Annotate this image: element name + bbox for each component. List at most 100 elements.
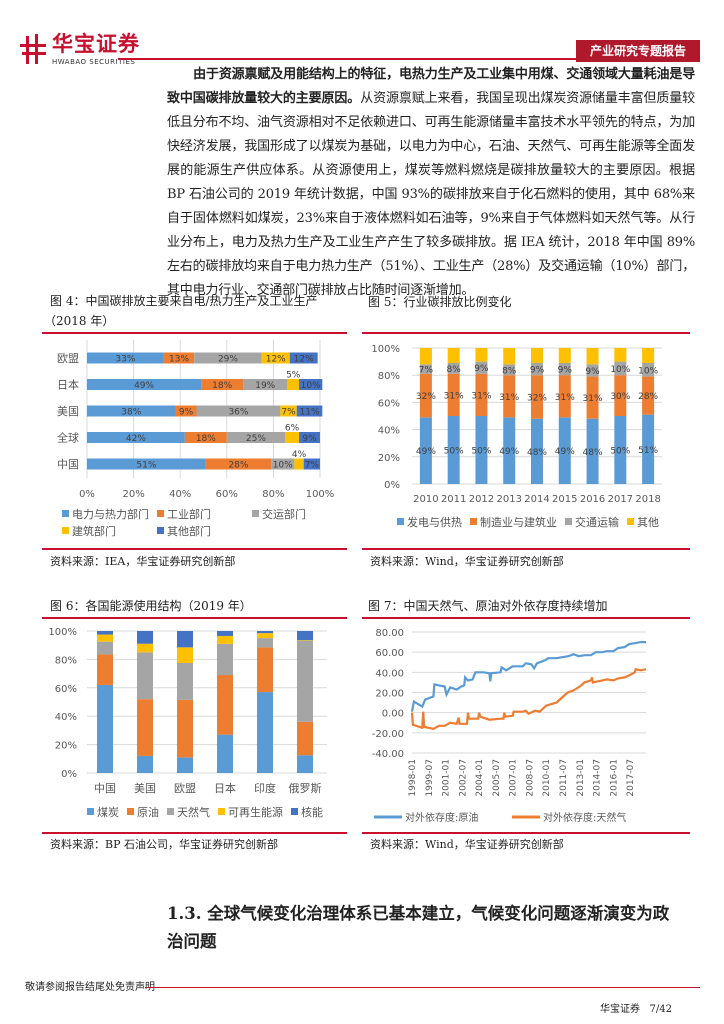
x-tick-label: 2010 <box>413 494 438 505</box>
bar-segment <box>419 348 432 365</box>
legend-swatch <box>470 518 477 525</box>
data-label: 8% <box>502 366 517 376</box>
x-tick-label: 2014 <box>524 494 549 505</box>
bar-segment <box>177 662 193 700</box>
data-label: 49% <box>555 447 575 457</box>
legend-label: 电力与热力部门 <box>72 507 149 521</box>
bar-segment <box>419 373 432 418</box>
data-label: 10% <box>301 381 321 391</box>
y-tick-label: 40% <box>55 712 77 723</box>
bar-segment <box>531 418 543 484</box>
y-tick-label: 60% <box>55 684 77 695</box>
x-tick-label: 中国 <box>94 782 116 795</box>
data-label: 9% <box>179 408 194 418</box>
bar-segment <box>280 405 297 417</box>
legend-swatch <box>291 808 298 815</box>
legend-swatch <box>167 808 174 815</box>
bar-segment <box>297 640 313 722</box>
data-label: 48% <box>583 448 603 458</box>
fig4-title-line1: 图 4：中国碳排放主要来自电/热力生产及工业生产 <box>50 294 318 308</box>
x-tick-label: 100% <box>306 489 335 500</box>
fig4-title-line2: （2018 年） <box>44 314 115 328</box>
bar-segment <box>217 635 233 644</box>
bar-segment <box>97 634 113 642</box>
bar-segment <box>87 405 176 417</box>
bar-segment <box>97 654 113 685</box>
bar-segment <box>586 376 599 419</box>
bar-segment <box>642 362 655 377</box>
x-tick-label: 欧盟 <box>174 782 196 795</box>
category-label: 欧盟 <box>57 352 79 365</box>
data-label: 49% <box>134 381 154 391</box>
fig4-chart: 0% 20% 40% 60% 80% 100% 欧盟 33% 13% 29% 12% 12% 日本 49%… <box>57 340 335 538</box>
logo-subtitle: HWABAO SECURITIES <box>52 58 136 66</box>
bar-segment <box>97 631 113 635</box>
bar-segment <box>297 755 313 773</box>
bar-segment <box>177 699 193 758</box>
bar-segment <box>217 631 233 636</box>
legend-label: 核能 <box>301 805 323 819</box>
y-tick-label: 100% <box>48 627 77 638</box>
bar-segment <box>419 417 432 484</box>
data-label: 49% <box>416 447 436 457</box>
page-number: 7/42 <box>649 1004 673 1015</box>
section-heading-line2: 治问题 <box>167 932 217 951</box>
x-tick-label: 日本 <box>214 781 236 795</box>
data-label: 28% <box>228 461 248 471</box>
bar-segment <box>558 417 571 484</box>
bar-segment <box>558 375 571 418</box>
bar-segment <box>475 361 488 374</box>
data-label: 50% <box>471 447 491 457</box>
legend-swatch <box>157 510 164 517</box>
data-label: 10% <box>610 365 630 375</box>
fig5-title: 图 5：行业碳排放比例变化 <box>368 295 512 309</box>
bar-segment <box>217 643 233 676</box>
bar-segment <box>177 757 193 773</box>
legend-label: 可再生能源 <box>228 805 283 819</box>
bar-segment <box>137 652 153 700</box>
y-tick-label: -20.00 <box>372 729 404 740</box>
logo-icon <box>20 34 46 64</box>
x-tick-label: 2011-07 <box>559 759 569 797</box>
data-label: 50% <box>610 447 630 457</box>
data-label: 28% <box>638 392 658 402</box>
legend-label: 工业部门 <box>167 507 211 521</box>
legend-label: 交运部门 <box>262 507 306 521</box>
bar-segment <box>285 432 300 443</box>
bar-segment <box>196 405 281 417</box>
legend-swatch <box>87 808 94 815</box>
bar-segment <box>586 418 599 484</box>
data-label: 36% <box>228 408 248 418</box>
data-label: 49% <box>499 447 519 457</box>
x-tick-label: 1999-07 <box>425 759 435 797</box>
x-tick-label: 美国 <box>134 782 156 795</box>
legend-label: 发电与供热 <box>407 515 462 529</box>
bar-segment <box>614 375 627 416</box>
bar-segment <box>205 458 272 470</box>
data-label: 10% <box>273 461 293 471</box>
data-label: 11% <box>300 408 320 418</box>
bar-segment <box>299 432 320 443</box>
data-label: 8% <box>447 365 462 375</box>
x-tick-label: 2015 <box>552 494 577 505</box>
x-tick-label: 2008-07 <box>525 759 535 797</box>
bar-segment <box>296 405 323 417</box>
fig6-source: 资料来源：BP 石油公司，华宝证券研究创新部 <box>50 838 278 851</box>
bar-segment <box>184 432 227 443</box>
bar-segment <box>257 633 273 639</box>
x-tick-label: 俄罗斯 <box>289 782 322 795</box>
bar-segment <box>642 414 655 484</box>
bar-segment <box>531 362 543 376</box>
bar-segment <box>614 348 627 362</box>
y-tick-label: 80.00 <box>375 628 404 639</box>
bar-segment <box>257 638 273 648</box>
x-tick-label: 2013-01 <box>576 759 586 797</box>
bar-segment <box>175 405 197 417</box>
bar-segment <box>294 458 304 470</box>
x-tick-label: 2013 <box>496 494 521 505</box>
data-label: 30% <box>610 392 630 402</box>
bar-segment <box>503 364 516 376</box>
fig7-title: 图 7：中国天然气、原油对外依存度持续增加 <box>368 599 608 613</box>
data-label: 18% <box>196 434 216 444</box>
